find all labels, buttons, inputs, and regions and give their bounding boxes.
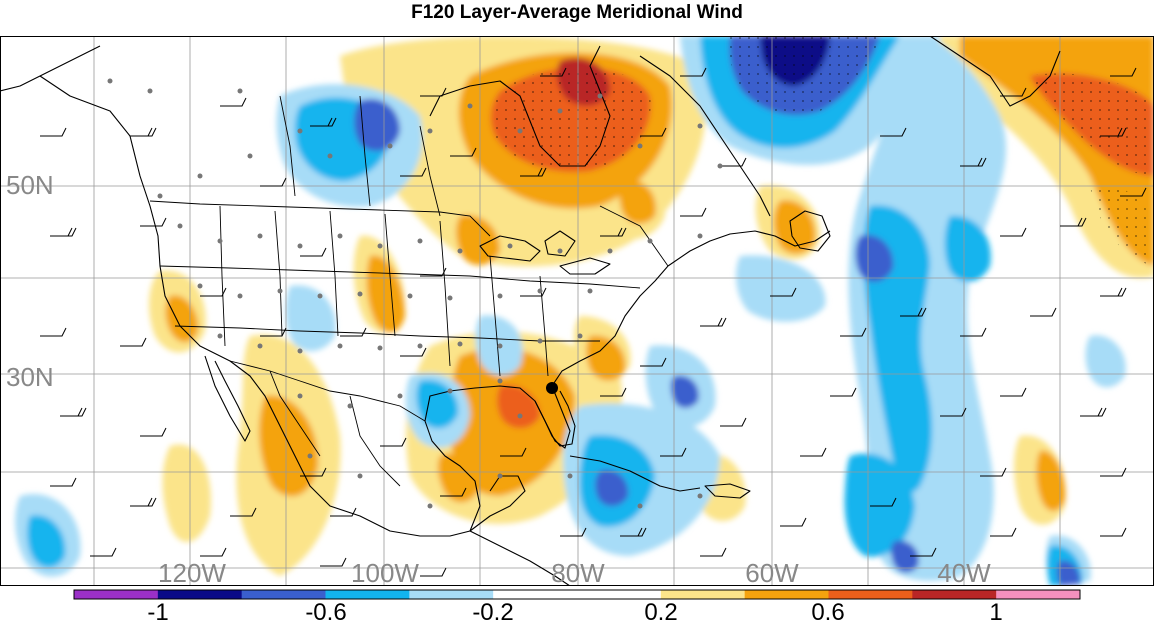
colorbar-swatch [325,590,410,599]
colorbar-tick-label: 0.6 [811,599,844,622]
negative-wind-core [855,235,894,282]
positive-wind-area [366,255,405,333]
negative-wind-core [890,540,919,573]
political-borders [149,95,669,487]
negative-wind-area [944,215,991,282]
latitude-labels: 50N 30N [6,170,54,392]
colorbar-swatch [493,590,578,599]
negative-wind-area [27,515,66,568]
negative-wind-core [354,99,400,151]
colorbar-swatch [744,590,829,599]
colorbar-swatch [828,590,913,599]
lon-label-120w: 120W [158,558,226,586]
positive-wind-area [259,395,319,497]
lon-label-80w: 80W [551,558,605,586]
lon-label-40w: 40W [937,558,991,586]
negative-wind-core [670,375,699,408]
colorbar-swatch [996,590,1081,599]
lon-label-60w: 60W [745,558,799,586]
lat-label-50n: 50N [6,170,54,200]
positive-wind-area [162,444,211,543]
colorbar-tick-labels: -1 -0.6 -0.2 0.2 0.6 1 [147,599,1002,622]
colorbar-swatch [157,590,243,599]
positive-wind-area [437,453,479,503]
negative-wind-core [595,469,629,507]
negative-wind-core [1057,560,1081,586]
stipple-overlay [490,36,1154,266]
lon-label-100w: 100W [351,558,419,586]
lat-label-30n: 30N [6,362,54,392]
colorbar-tick-label: 0.2 [644,599,677,622]
colorbar-swatch [912,590,997,599]
colorbar-swatch [74,590,159,599]
station-markers [107,78,723,509]
positive-wind-area [586,335,626,381]
storm-center-marker [546,382,558,394]
wind-barbs [40,67,1147,577]
negative-wind-area [285,285,336,352]
graticule [0,36,1154,586]
colorbar-swatch [577,590,662,599]
colorbar-tick-label: 1 [989,599,1002,622]
positive-wind-area [456,215,500,266]
map-panel: 50N 30N 120W 100W 80W 60W 40W [0,36,1154,586]
negative-wind-area [736,255,826,322]
colorbar-swatches [74,590,1081,599]
colorbar-swatch [409,590,494,599]
positive-wind-area [1036,450,1066,512]
map-title: F120 Layer-Average Meridional Wind [411,2,743,23]
colorbar-swatch [660,590,746,599]
colorbar-swatch [241,590,326,599]
colorbar: -1 -0.6 -0.2 0.2 0.6 1 [73,589,1081,622]
longitude-labels: 120W 100W 80W 60W 40W [158,558,991,586]
colorbar-tick-label: -0.6 [305,599,346,622]
positive-wind-area [619,180,656,224]
colorbar-frame [73,589,1081,600]
negative-wind-area [844,453,915,557]
colorbar-tick-label: -1 [147,599,168,622]
colorbar-tick-label: -0.2 [472,599,513,622]
